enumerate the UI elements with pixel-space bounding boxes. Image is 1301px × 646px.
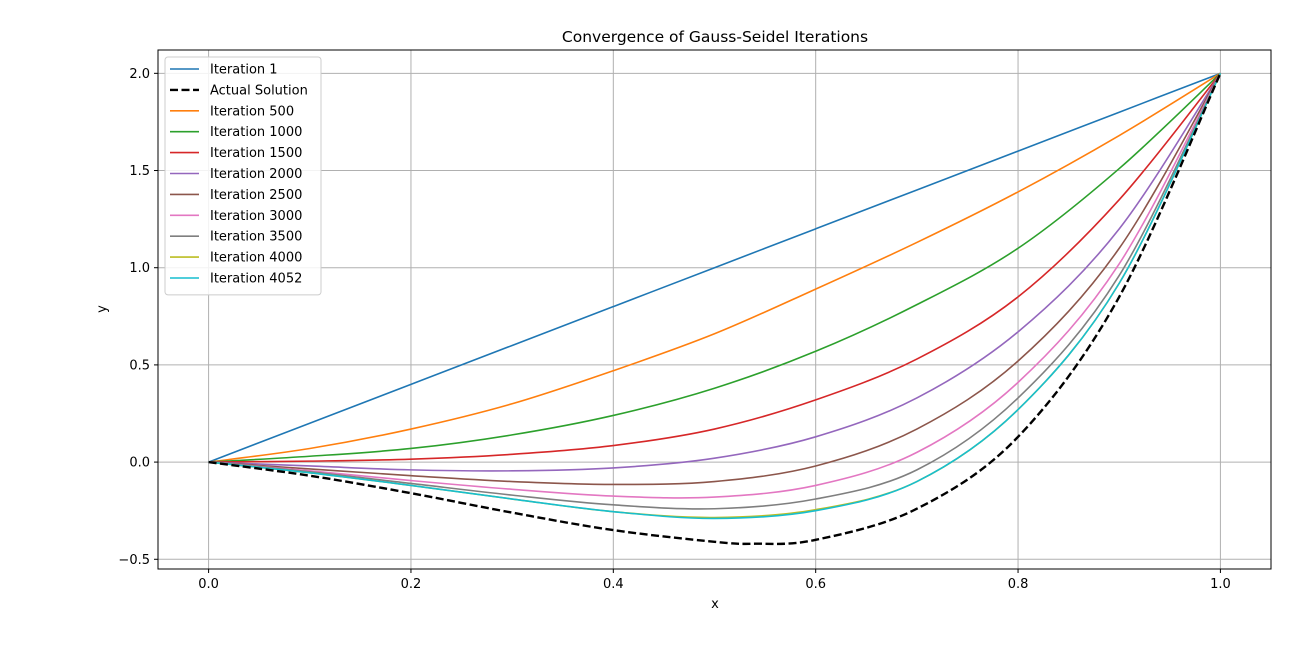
- legend-label: Iteration 4000: [210, 251, 302, 266]
- x-tick-label: 0.4: [603, 577, 624, 592]
- y-tick-label: 1.5: [129, 164, 150, 179]
- legend-label: Iteration 1000: [210, 125, 302, 140]
- legend-label: Iteration 2500: [210, 188, 302, 203]
- series-layer: [208, 72, 1222, 546]
- legend-label: Actual Solution: [210, 83, 308, 98]
- series-line-iteration-1500: [208, 72, 1222, 463]
- y-axis-label: y: [95, 305, 110, 313]
- legend-label: Iteration 3500: [210, 230, 302, 245]
- y-tick-label: −0.5: [118, 553, 150, 568]
- legend-label: Iteration 4052: [210, 272, 302, 287]
- series-line-iteration-3000: [208, 72, 1222, 499]
- series-line-iteration-500: [208, 72, 1221, 463]
- series-line-actual-solution: [208, 72, 1222, 546]
- series-line-iteration-3500: [208, 72, 1222, 510]
- legend-label: Iteration 1: [210, 63, 278, 78]
- y-tick-label: 2.0: [129, 67, 150, 82]
- x-tick-label: 1.0: [1210, 577, 1231, 592]
- legend-label: Iteration 500: [210, 104, 294, 119]
- series-line-iteration-2000: [208, 72, 1222, 472]
- legend: Iteration 1 Actual Solution Iteration 500 I…: [164, 56, 322, 296]
- y-tick-label: 1.0: [129, 261, 150, 276]
- series-line-iteration-1: [208, 72, 1221, 463]
- series-line-iteration-4052: [208, 72, 1222, 520]
- series-line-iteration-1000: [208, 72, 1221, 463]
- legend-box: [164, 56, 322, 296]
- y-tick-label: 0.0: [129, 456, 150, 471]
- x-axis-label: x: [711, 597, 719, 612]
- legend-label: Iteration 3000: [210, 209, 302, 224]
- x-tick-label: 0.6: [805, 577, 826, 592]
- plot-frame: [157, 49, 1272, 570]
- ticks: 0.0 0.2 0.4 0.6 0.8 1.0 −0.5 0.0 0.5 1.0 1.5 2.0: [118, 67, 1230, 592]
- series-line-iteration-2500: [208, 72, 1222, 486]
- legend-label: Iteration 2000: [210, 167, 302, 182]
- legend-label: Iteration 1500: [210, 146, 302, 161]
- x-tick-label: 0.0: [198, 577, 219, 592]
- x-tick-label: 0.8: [1008, 577, 1029, 592]
- y-tick-label: 0.5: [129, 358, 150, 373]
- chart-title: Convergence of Gauss-Seidel Iterations: [562, 28, 868, 46]
- x-tick-label: 0.2: [401, 577, 422, 592]
